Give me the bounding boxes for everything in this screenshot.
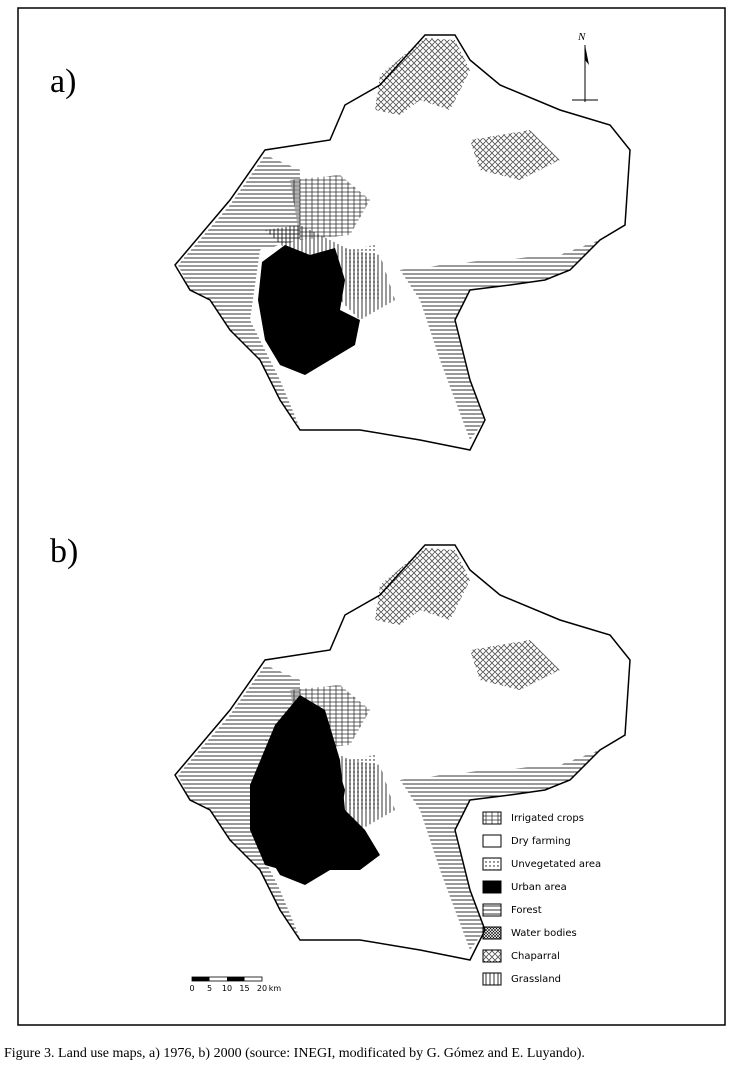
chaparral-area (470, 130, 560, 180)
forest-area (400, 240, 600, 440)
scale-label: 5 (207, 984, 212, 993)
north-arrow: N (572, 31, 598, 102)
legend-label: Urban area (511, 882, 567, 893)
legend-label: Grassland (511, 974, 561, 985)
scale-label: 15 (239, 984, 249, 993)
scale-bar: 0 5 10 15 20 km (189, 976, 282, 993)
legend-label: Dry farming (511, 836, 571, 847)
legend-label: Chaparral (511, 951, 560, 962)
scale-unit: km (269, 984, 282, 993)
urban-area (258, 245, 360, 375)
north-label: N (577, 31, 586, 43)
scale-label: 10 (222, 984, 232, 993)
map-a (174, 34, 631, 451)
legend-swatch (482, 857, 502, 871)
legend-label: Forest (511, 905, 542, 916)
legend-swatch (482, 903, 502, 917)
legend-label: Water bodies (511, 928, 577, 939)
unvegetated-area (345, 245, 380, 300)
urban-area (250, 695, 380, 875)
map-b (174, 544, 631, 961)
panel-label: a) (50, 63, 76, 100)
irrigated-area (290, 175, 370, 240)
legend: Irrigated crops Dry farming Unvegetated … (482, 811, 601, 986)
chaparral-area (375, 38, 470, 115)
scale-label: 20 (257, 984, 267, 993)
legend-label: Unvegetated area (511, 859, 601, 870)
legend-swatch (482, 972, 502, 986)
panel-label: b) (50, 533, 78, 570)
legend-swatch (482, 949, 502, 963)
frame (17, 7, 726, 1026)
scale-label: 0 (189, 984, 194, 993)
legend-swatch (482, 926, 502, 940)
legend-swatch (482, 811, 502, 825)
legend-swatch (482, 880, 502, 894)
legend-swatch (482, 834, 502, 848)
legend-label: Irrigated crops (511, 813, 584, 824)
forest-area (178, 155, 300, 428)
caption: Figure 3. Land use maps, a) 1976, b) 200… (4, 1046, 585, 1061)
